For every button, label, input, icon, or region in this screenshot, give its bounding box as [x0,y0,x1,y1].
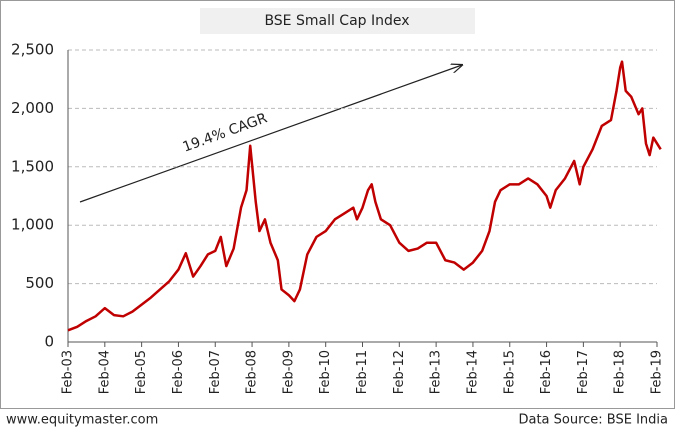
annotation: 19.4% CAGR [181,110,270,155]
footer-left: www.equitymaster.com [6,413,158,428]
footer-right: Data Source: BSE India [518,413,668,428]
y-tick-label: 0 [44,333,54,351]
y-tick-label: 500 [25,274,54,292]
x-tick-label: Feb-06 [171,350,186,394]
x-tick-label: Feb-14 [465,350,480,394]
x-tick-label: Feb-13 [429,350,444,394]
title-box [200,8,475,34]
x-tick-label: Feb-19 [650,350,665,394]
x-tick-label: Feb-15 [502,350,517,394]
y-tick-label: 1,000 [11,216,54,234]
frame [0,0,675,409]
x-tick-label: Feb-05 [134,350,149,394]
x-tick-label: Feb-04 [97,350,112,394]
chart-title: BSE Small Cap Index [264,13,409,29]
x-tick-label: Feb-12 [392,350,407,394]
x-tick-label: Feb-03 [61,350,76,394]
cagr-arrow [79,65,462,203]
x-tick-label: Feb-16 [539,350,554,394]
x-tick-label: Feb-07 [208,350,223,394]
y-tick-label: 2,000 [11,99,54,117]
series-line [67,60,662,332]
x-tick-label: Feb-17 [576,350,591,394]
y-tick-label: 2,500 [11,41,54,59]
x-tick-label: Feb-18 [613,350,628,394]
x-tick-label: Feb-08 [245,350,260,394]
x-tick-label: Feb-09 [281,350,296,394]
x-tick-label: Feb-10 [318,350,333,394]
x-tick-label: Feb-11 [355,350,370,394]
y-tick-label: 1,500 [11,157,54,175]
